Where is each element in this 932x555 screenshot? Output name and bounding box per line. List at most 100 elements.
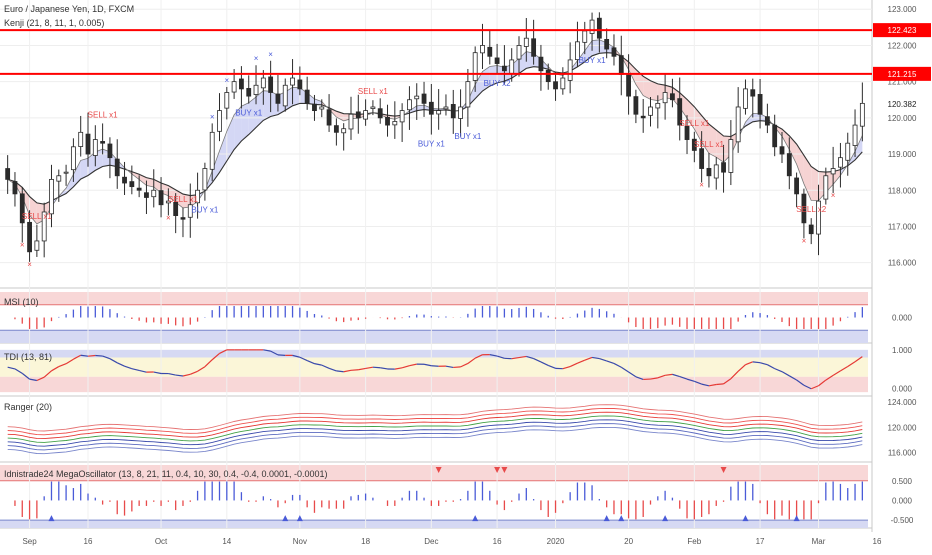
- candle-body: [648, 107, 652, 115]
- candle-body: [736, 107, 740, 142]
- candle-body: [225, 93, 229, 109]
- mega-buy-triangle: [618, 515, 624, 521]
- ranger-band-line: [8, 409, 863, 435]
- resistance-price-label: 122.423: [888, 26, 917, 35]
- buy-signal-label: BUY x1: [191, 206, 219, 215]
- sell-signal-label: SELL x1: [694, 140, 724, 149]
- sell-signal-label: SELL x1: [22, 212, 52, 221]
- candle-body: [554, 82, 558, 89]
- signal-cross-mark: ×: [166, 213, 171, 222]
- msi-lower-zone: [0, 330, 868, 343]
- mega-buy-triangle: [472, 515, 478, 521]
- candle-body: [729, 140, 733, 173]
- mega-tick-label: -0.500: [891, 516, 914, 525]
- candle-body: [239, 79, 243, 89]
- candle-body: [459, 107, 463, 118]
- candle-body: [130, 182, 134, 187]
- time-tick-label: 2020: [547, 537, 565, 546]
- signal-cross-mark: ×: [831, 191, 836, 200]
- candle-body: [393, 121, 397, 124]
- candle-body: [780, 147, 784, 154]
- candle-body: [123, 177, 127, 183]
- kenji-band-segment: [263, 91, 270, 121]
- candle-body: [115, 159, 119, 176]
- candle-body: [502, 66, 506, 71]
- mega-buy-triangle: [282, 515, 288, 521]
- time-tick-label: 17: [756, 537, 765, 546]
- mega-tick-label: 0.500: [892, 477, 913, 486]
- tdi-tick-label: 0.000: [892, 384, 913, 393]
- msi-upper-zone: [0, 292, 868, 305]
- time-tick-label: Oct: [155, 537, 168, 546]
- candle-body: [254, 85, 258, 94]
- buy-signal-label: BUY x1: [418, 140, 446, 149]
- candle-body: [137, 188, 141, 190]
- candle-body: [787, 154, 791, 176]
- price-tick-label: 116.000: [888, 259, 917, 268]
- candle-body: [773, 125, 777, 147]
- candle-body: [356, 112, 360, 118]
- candle-body: [181, 218, 185, 220]
- candle-body: [364, 111, 368, 120]
- signal-cross-mark: ×: [224, 76, 229, 85]
- candle-body: [400, 111, 404, 122]
- candle-body: [437, 111, 441, 114]
- price-tick-label: 123.000: [888, 5, 917, 14]
- candle-body: [480, 45, 484, 52]
- time-tick-label: Mar: [812, 537, 826, 546]
- tdi-line-segment: [351, 370, 358, 371]
- price-tick-label: 122.000: [888, 41, 917, 50]
- candle-body: [407, 100, 411, 110]
- mega-tick-label: 0.000: [892, 496, 913, 505]
- candle-body: [619, 56, 623, 75]
- mega-lower-zone: [0, 520, 868, 528]
- candle-body: [795, 178, 799, 194]
- candle-body: [700, 149, 704, 169]
- tdi-line-segment: [453, 367, 460, 368]
- candle-body: [685, 126, 689, 140]
- time-tick-label: Dec: [424, 537, 438, 546]
- mega-buy-triangle: [662, 515, 668, 521]
- candle-body: [846, 143, 850, 160]
- price-tick-label: 118.000: [888, 186, 917, 195]
- signal-cross-mark: ×: [268, 50, 273, 59]
- candle-body: [334, 126, 338, 133]
- candle-body: [568, 60, 572, 80]
- candle-body: [641, 116, 645, 118]
- candle-body: [707, 168, 711, 175]
- candle-body: [232, 82, 236, 92]
- candle-body: [634, 97, 638, 115]
- mega-buy-triangle: [48, 515, 54, 521]
- candle-body: [101, 141, 105, 143]
- candle-body: [386, 117, 390, 125]
- time-tick-label: Feb: [687, 537, 701, 546]
- candle-body: [159, 191, 163, 205]
- buy-signal-label: BUY x1: [579, 56, 607, 65]
- candle-body: [71, 147, 75, 170]
- mega-buy-triangle: [742, 515, 748, 521]
- signal-cross-mark: ×: [254, 54, 259, 63]
- sell-signal-label: SELL x2: [796, 205, 826, 214]
- candle-body: [524, 38, 528, 46]
- buy-signal-label: BUY x1: [235, 109, 263, 118]
- signal-cross-mark: ×: [699, 181, 704, 190]
- candle-body: [590, 20, 594, 33]
- msi-panel-title: MSI (10): [4, 297, 39, 307]
- candle-body: [765, 117, 769, 125]
- candle-body: [64, 172, 68, 173]
- sell-signal-label: SELL x1: [168, 195, 198, 204]
- sell-signal-label: SELL x1: [358, 87, 388, 96]
- candle-body: [276, 94, 280, 103]
- candle-body: [656, 103, 660, 108]
- candle-body: [327, 110, 331, 125]
- candle-body: [152, 190, 156, 196]
- time-tick-label: 16: [493, 537, 502, 546]
- candle-body: [517, 45, 521, 59]
- candle-body: [210, 132, 214, 169]
- candle-body: [451, 104, 455, 117]
- tdi-middle-zone: [0, 358, 868, 377]
- tdi-line-segment: [278, 355, 285, 356]
- candle-body: [342, 129, 346, 133]
- candle-body: [853, 125, 857, 145]
